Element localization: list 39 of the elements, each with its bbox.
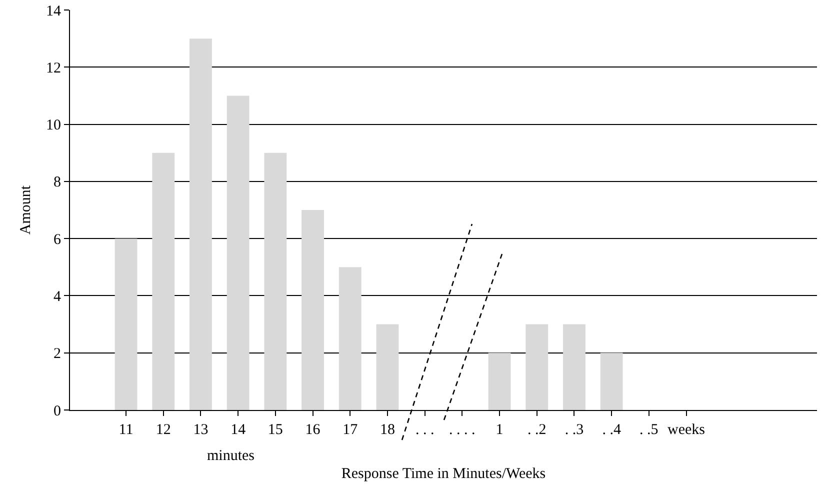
y-tick-label: 2 [54,346,61,362]
x-tick-label: . . . [415,422,434,438]
x-tick-label: . . . . [449,422,476,438]
bar [152,152,175,410]
bar [526,324,548,410]
bar [264,152,287,410]
bar [114,238,138,410]
bar [600,352,623,410]
text: minutes [207,448,255,464]
x-tick-label: 15 [268,422,283,438]
bar [302,210,324,410]
bar [376,324,399,410]
bar [338,267,362,410]
y-tick-label: 12 [46,60,61,76]
x-tick-label: . .3 [564,422,584,438]
y-tick-label: 10 [46,118,61,134]
x-tick-label: weeks [668,422,706,438]
y-tick-label: 6 [54,232,62,248]
x-tick-label: 14 [230,422,246,438]
x-tick-label: . .2 [528,422,546,438]
x-tick-label: . .4 [602,422,622,438]
y-tick-label: 4 [54,288,62,305]
x-tick-label: 16 [305,422,321,438]
bar [190,38,212,410]
x-tick-label: 17 [342,422,358,438]
y-axis-title: Amount [18,184,34,235]
y-tick-label: 8 [54,174,61,191]
x-tick-label: 13 [193,422,208,438]
x-tick-label: 18 [380,422,395,438]
x-tick-label: 1 [496,422,504,438]
bar [563,324,586,410]
bar [488,352,511,410]
x-tick-label: . .5 [640,422,658,438]
bar [226,96,250,410]
x-axis-title: Response Time in Minutes/Weeks [341,466,546,482]
y-tick-label: 0 [54,403,61,420]
x-tick-label: 11 [118,422,134,438]
x-tick-label: 12 [156,422,171,438]
y-tick-label: 14 [46,3,62,20]
